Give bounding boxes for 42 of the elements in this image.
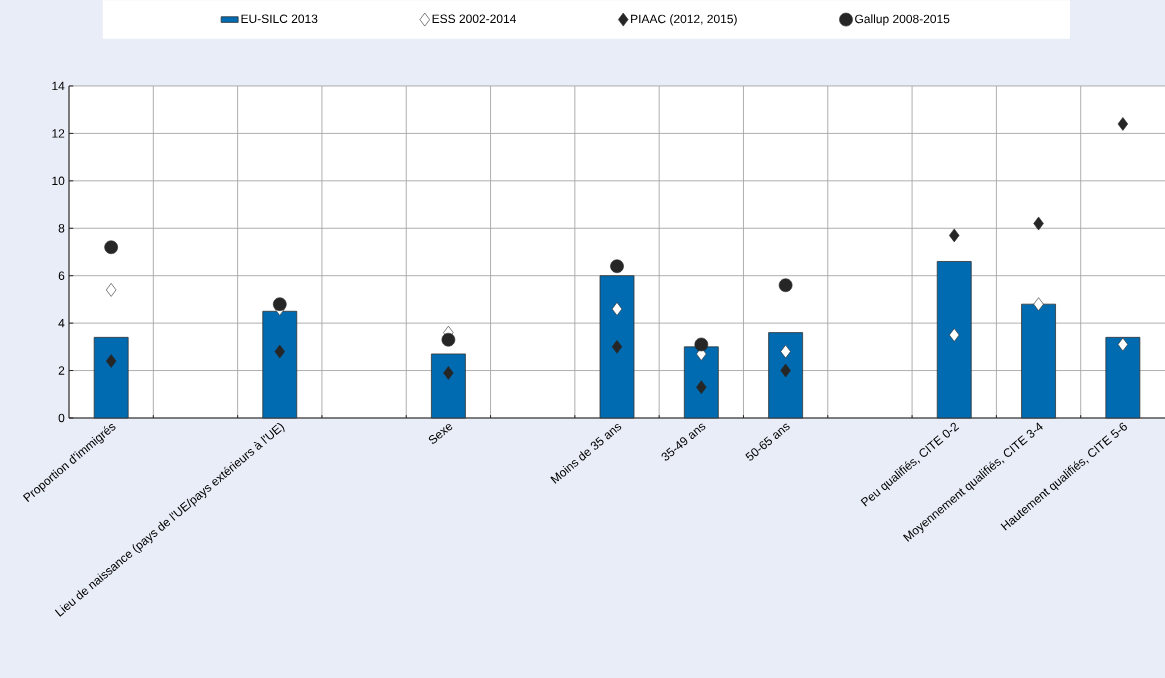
point: [780, 363, 791, 378]
bar: [1021, 303, 1056, 419]
y-tick-label: 2: [58, 366, 65, 375]
point: [611, 340, 623, 354]
point: [780, 344, 791, 359]
bar: [768, 332, 804, 419]
point: [1117, 117, 1129, 131]
point: [104, 240, 118, 255]
y-tick-label: 10: [52, 176, 65, 186]
legend-label: Gallup 2008-2015: [855, 14, 950, 26]
bar: [683, 346, 719, 419]
x-tick-label: Sexe: [428, 423, 453, 444]
y-tick-label: 12: [52, 129, 65, 138]
point: [1033, 297, 1044, 311]
point: [610, 259, 624, 274]
legend-label: ESS 2002-2014: [432, 14, 517, 23]
point: [272, 297, 287, 311]
bar: [599, 275, 635, 419]
legend-label: EU-SILC 2013: [241, 14, 318, 23]
point: [949, 328, 960, 342]
point: [694, 337, 709, 352]
bar: [262, 310, 298, 419]
point: [696, 380, 707, 394]
y-tick-label: 6: [58, 271, 65, 280]
y-tick-label: 0: [58, 413, 65, 423]
y-tick-label: 14: [52, 81, 65, 91]
point: [778, 278, 793, 292]
bar: [93, 336, 129, 419]
y-tick-label: 8: [58, 224, 65, 233]
point: [441, 332, 456, 347]
y-tick-label: 4: [58, 319, 65, 328]
bar: [1105, 336, 1141, 419]
point: [1117, 337, 1129, 352]
legend-label: PIAAC (2012, 2015): [631, 14, 737, 26]
bar: [936, 261, 972, 419]
point: [1033, 216, 1044, 231]
point: [105, 354, 117, 368]
bar: [430, 353, 466, 419]
point: [949, 228, 960, 243]
point: [443, 366, 454, 380]
point: [611, 302, 623, 316]
point: [274, 344, 285, 359]
